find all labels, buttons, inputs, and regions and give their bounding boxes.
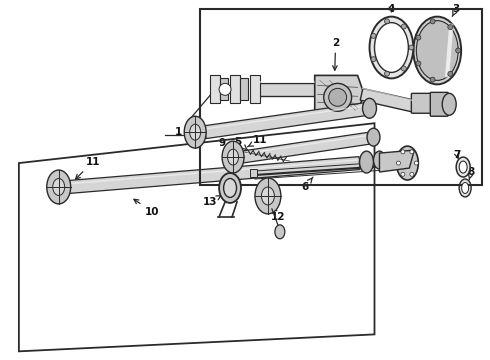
Ellipse shape [275,225,285,239]
Circle shape [401,172,405,176]
Ellipse shape [456,157,470,177]
Ellipse shape [223,179,237,197]
Circle shape [409,45,414,50]
Circle shape [324,84,352,111]
Bar [250,75,260,103]
Circle shape [385,71,390,76]
Polygon shape [360,89,416,112]
Ellipse shape [262,187,274,205]
Circle shape [401,24,406,29]
Circle shape [371,33,376,38]
FancyBboxPatch shape [412,93,433,113]
Circle shape [410,150,414,154]
Circle shape [430,77,435,82]
Polygon shape [241,132,370,163]
FancyBboxPatch shape [430,92,448,116]
Ellipse shape [255,178,281,214]
Ellipse shape [190,124,201,140]
Circle shape [385,19,390,24]
Text: 8: 8 [467,167,475,180]
Circle shape [416,61,421,66]
Circle shape [410,172,414,176]
Polygon shape [315,75,365,115]
Bar [240,78,248,100]
Ellipse shape [369,17,414,78]
Ellipse shape [374,23,408,72]
Circle shape [396,161,400,165]
Ellipse shape [396,146,418,180]
Text: 9: 9 [219,138,229,154]
Ellipse shape [367,128,380,146]
Text: 5: 5 [234,137,247,149]
Circle shape [430,19,435,24]
Polygon shape [204,103,366,139]
Circle shape [401,150,405,154]
Text: 12: 12 [270,208,285,222]
Ellipse shape [459,161,467,173]
Bar [200,9,482,185]
Circle shape [401,66,406,71]
Text: 6: 6 [301,177,313,192]
Ellipse shape [360,151,373,173]
Circle shape [448,24,453,30]
Circle shape [415,161,418,165]
Text: 10: 10 [134,199,160,217]
Text: 13: 13 [203,195,221,207]
Polygon shape [68,157,360,193]
Polygon shape [258,83,316,96]
Circle shape [456,48,461,53]
Text: 4: 4 [388,4,395,14]
Circle shape [371,57,376,62]
Ellipse shape [442,93,456,115]
Ellipse shape [222,141,244,173]
Circle shape [329,88,346,106]
Bar [210,75,220,103]
Bar [220,78,228,100]
Ellipse shape [53,179,65,195]
Ellipse shape [459,179,471,197]
Ellipse shape [363,98,376,118]
Bar [230,75,240,103]
Polygon shape [379,150,415,172]
Ellipse shape [184,116,206,148]
Ellipse shape [219,173,241,203]
Ellipse shape [416,21,458,80]
Ellipse shape [227,149,239,165]
Circle shape [448,71,453,76]
Text: 2: 2 [332,37,339,70]
Ellipse shape [414,17,461,84]
Ellipse shape [373,151,386,169]
Text: 3: 3 [452,4,460,17]
Bar [250,169,257,177]
Circle shape [416,35,421,40]
Text: 7: 7 [453,150,461,160]
Text: 1: 1 [175,91,213,137]
Text: 11: 11 [247,135,267,147]
Text: 11: 11 [75,157,100,179]
Ellipse shape [47,170,71,204]
Ellipse shape [462,183,468,193]
Circle shape [219,84,231,95]
